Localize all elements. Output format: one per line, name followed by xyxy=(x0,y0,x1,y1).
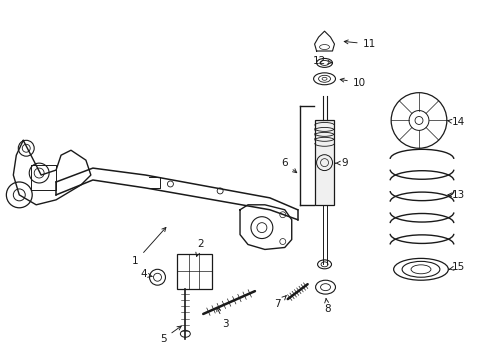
Bar xyxy=(177,255,212,289)
Text: 1: 1 xyxy=(132,228,165,266)
Text: 11: 11 xyxy=(344,39,375,49)
Bar xyxy=(314,121,334,205)
Text: 13: 13 xyxy=(447,190,465,200)
Text: 4: 4 xyxy=(140,269,152,279)
Text: 10: 10 xyxy=(340,78,365,88)
Text: 6: 6 xyxy=(281,158,296,173)
Text: 2: 2 xyxy=(196,239,203,256)
Text: 5: 5 xyxy=(160,326,181,344)
Text: 12: 12 xyxy=(312,56,331,66)
Text: 8: 8 xyxy=(324,298,330,314)
Text: 3: 3 xyxy=(216,307,228,329)
Text: 9: 9 xyxy=(335,158,347,168)
Text: 7: 7 xyxy=(274,296,285,309)
Text: 14: 14 xyxy=(447,117,465,127)
Text: 15: 15 xyxy=(448,262,465,272)
